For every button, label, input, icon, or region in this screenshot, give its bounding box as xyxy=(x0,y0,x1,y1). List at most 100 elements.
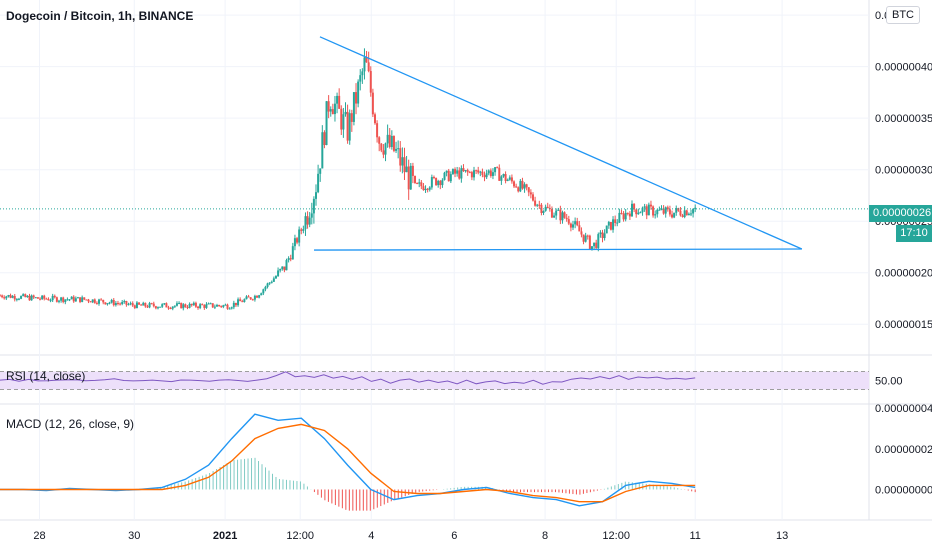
countdown-tag: 17:10 xyxy=(896,225,932,242)
candle-body xyxy=(291,246,294,260)
candle-body xyxy=(607,221,610,226)
candle-body xyxy=(683,210,686,217)
candle-body xyxy=(473,170,475,178)
candle-body xyxy=(3,297,6,299)
candle-body xyxy=(321,132,324,169)
candle-body xyxy=(622,213,625,220)
candle-body xyxy=(432,177,435,179)
candle-body xyxy=(144,302,147,307)
candle-body xyxy=(323,132,326,146)
candle-body xyxy=(633,203,636,210)
candle-body xyxy=(430,177,433,188)
candle-body xyxy=(188,303,191,308)
candle-body xyxy=(194,302,197,307)
candle-body xyxy=(228,308,231,310)
price-tick-label: 0.00000030 xyxy=(875,165,932,177)
candle-body xyxy=(68,299,71,301)
candle-body xyxy=(32,295,35,298)
candle-body xyxy=(159,306,162,308)
candle-body xyxy=(525,184,528,188)
macd-label: MACD (12, 26, close, 9) xyxy=(6,417,135,431)
candle-body xyxy=(182,304,185,309)
candle-body xyxy=(494,167,497,173)
candle-body xyxy=(407,166,410,190)
currency-badge[interactable]: BTC xyxy=(886,6,920,24)
candle-body xyxy=(401,157,404,166)
candle-body xyxy=(561,212,564,221)
candle-body xyxy=(83,297,86,300)
signal-line xyxy=(0,423,696,503)
candle-body xyxy=(178,302,181,304)
candle-body xyxy=(163,303,166,305)
candle-body xyxy=(215,304,218,307)
candle-body xyxy=(317,173,320,193)
candle-body xyxy=(53,295,56,298)
candle-body xyxy=(411,165,414,176)
candle-body xyxy=(1,295,4,298)
candle-body xyxy=(133,305,136,309)
candle-body xyxy=(106,303,109,305)
candle-body xyxy=(540,204,543,213)
candle-body xyxy=(652,206,655,216)
candle-body xyxy=(15,299,18,301)
candle-body xyxy=(207,303,210,305)
candle-body xyxy=(270,281,273,283)
candle-body xyxy=(521,180,524,189)
candle-body xyxy=(534,200,537,206)
candle-body xyxy=(180,302,183,309)
candle-body xyxy=(211,303,214,308)
candle-body xyxy=(359,75,362,82)
candle-body xyxy=(55,297,58,302)
candle-body xyxy=(582,234,585,242)
candle-body xyxy=(253,295,256,300)
candle-body xyxy=(148,303,151,308)
candle-body xyxy=(559,209,562,221)
candle-body xyxy=(414,175,417,183)
candle-body xyxy=(380,143,383,151)
candle-body xyxy=(462,168,465,172)
candle-body xyxy=(352,92,355,122)
rsi-line xyxy=(0,371,696,385)
triangle-trendline xyxy=(314,248,802,251)
candle-body xyxy=(628,213,631,217)
candle-body xyxy=(209,303,212,305)
candle-body xyxy=(346,111,349,141)
candle-body xyxy=(388,134,391,147)
candle-body xyxy=(5,296,8,299)
candle-body xyxy=(30,295,33,301)
candle-body xyxy=(386,134,389,144)
candle-body xyxy=(428,187,431,190)
candle-body xyxy=(47,298,50,301)
candle-body xyxy=(85,299,88,301)
candle-body xyxy=(485,173,488,178)
candle-body xyxy=(464,170,467,172)
candle-body xyxy=(125,300,128,305)
candle-body xyxy=(574,221,577,225)
candle-body xyxy=(502,174,505,177)
candle-body xyxy=(689,213,692,215)
candle-body xyxy=(624,212,627,220)
candle-body xyxy=(662,208,665,214)
candle-body xyxy=(22,294,25,296)
candle-body xyxy=(226,304,229,309)
candle-body xyxy=(449,174,452,182)
candle-body xyxy=(338,95,341,109)
candle-body xyxy=(660,208,663,210)
candle-body xyxy=(154,306,157,309)
candle-body xyxy=(51,295,54,301)
candle-body xyxy=(365,57,368,63)
candle-body xyxy=(241,301,244,303)
candle-body xyxy=(500,176,503,181)
candle-body xyxy=(416,182,419,184)
time-tick-label: 4 xyxy=(368,530,374,542)
candle-body xyxy=(43,295,46,299)
candle-body xyxy=(186,307,189,309)
candle-body xyxy=(306,216,309,225)
time-tick-label: 2021 xyxy=(213,530,237,542)
candle-body xyxy=(645,206,648,216)
candle-body xyxy=(371,92,374,115)
candle-body xyxy=(618,212,621,223)
candle-body xyxy=(45,298,48,300)
rsi-label: RSI (14, close) xyxy=(6,369,86,383)
